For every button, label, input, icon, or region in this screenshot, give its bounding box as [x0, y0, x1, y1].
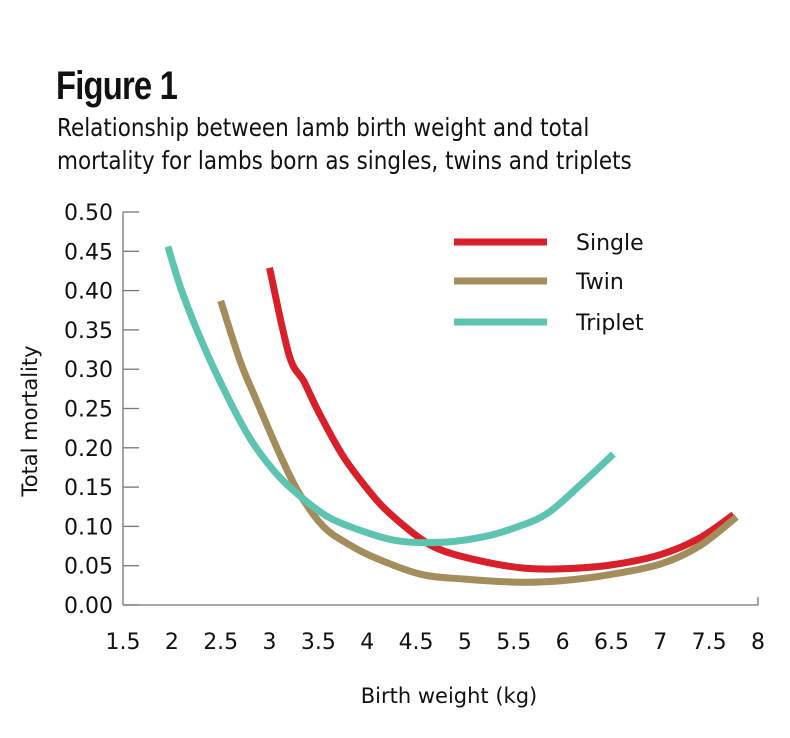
y-tick-label: 0.20 [64, 437, 113, 462]
x-tick-label: 4 [360, 630, 374, 655]
y-tick-label: 0.10 [64, 515, 113, 540]
legend: Single Twin Triplet [454, 231, 644, 336]
x-tick-label: 6.5 [594, 630, 629, 655]
figure-subtitle: Relationship between lamb birth weight a… [57, 111, 632, 177]
x-tick-label: 2 [165, 630, 179, 655]
y-tick-label: 0.15 [64, 476, 113, 501]
subtitle-line-1: Relationship between lamb birth weight a… [57, 113, 590, 142]
y-tick-label: 0.05 [64, 555, 113, 580]
x-axis-ticks: 1.5 2 2.5 3 3.5 4 4.5 5 5.5 6 6.5 7 7.5 8 [106, 630, 766, 655]
series-line-triplet [164, 245, 616, 547]
legend-label-triplet: Triplet [575, 311, 644, 336]
y-tick-label: 0.45 [64, 240, 113, 265]
y-axis-ticks: 0.00 0.05 0.10 0.15 0.20 0.25 0.30 0.35 0.40 0.45… [64, 201, 139, 619]
x-tick-label: 7 [653, 630, 667, 655]
x-tick-label: 3 [263, 630, 277, 655]
y-tick-label: 0.30 [64, 358, 113, 383]
y-tick-label: 0.00 [64, 594, 113, 619]
y-tick-label: 0.35 [64, 319, 113, 344]
x-tick-label: 1.5 [106, 630, 141, 655]
x-tick-label: 5 [458, 630, 472, 655]
x-tick-label: 7.5 [692, 630, 727, 655]
figure-title: Figure 1 [56, 64, 178, 108]
subtitle-line-2: mortality for lambs born as singles, twi… [57, 146, 632, 175]
series-line-twin [217, 299, 739, 586]
x-tick-label: 8 [751, 630, 765, 655]
y-tick-label: 0.50 [64, 201, 113, 226]
x-tick-label: 3.5 [301, 630, 336, 655]
y-tick-label: 0.40 [64, 280, 113, 305]
series-lines [164, 245, 739, 586]
x-tick-label: 4.5 [399, 630, 434, 655]
y-axis-label: Total mortality [18, 345, 42, 497]
y-tick-label: 0.25 [64, 398, 113, 423]
legend-label-twin: Twin [575, 270, 624, 295]
x-tick-label: 5.5 [496, 630, 531, 655]
x-tick-label: 6 [556, 630, 570, 655]
x-axis-label: Birth weight (kg) [361, 684, 537, 708]
x-tick-label: 2.5 [203, 630, 238, 655]
legend-label-single: Single [576, 231, 644, 256]
